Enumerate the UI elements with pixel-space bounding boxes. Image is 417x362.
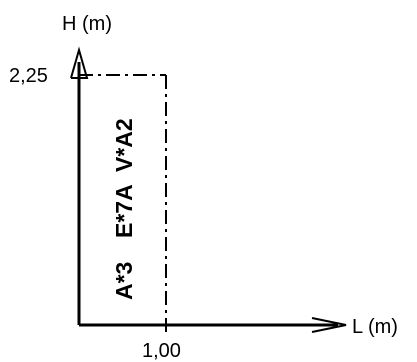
x-axis-tick-label: 1,00: [142, 340, 181, 362]
x-axis-arrow-icon: [311, 317, 347, 333]
region-label-va2: V*A2: [111, 118, 137, 172]
region-label-e7a: E*7A: [111, 184, 137, 238]
y-axis-arrow-icon: [70, 46, 89, 79]
y-axis-label: H (m): [62, 13, 112, 35]
x-axis-label: L (m): [352, 316, 398, 338]
region-label-a3: A*3: [111, 262, 137, 300]
y-axis-tick-label: 2,25: [9, 65, 48, 87]
region-labels: A*3 E*7A V*A2: [111, 118, 137, 300]
